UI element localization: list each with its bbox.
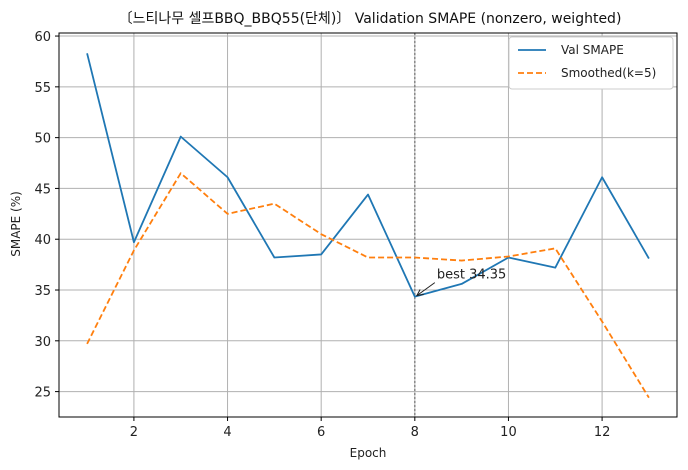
y-tick-label: 50 <box>34 132 51 147</box>
legend-label-val-smape: Val SMAPE <box>561 43 624 57</box>
y-axis-label: SMAPE (%) <box>9 191 23 257</box>
series-layer <box>86 53 650 399</box>
series-line-val-smape <box>86 53 650 298</box>
x-tick-label: 4 <box>223 425 231 440</box>
x-tick-label: 8 <box>411 425 419 440</box>
y-tick-label: 55 <box>34 81 51 96</box>
best-annotation-label: best 34.35 <box>437 268 506 283</box>
y-tick-label: 45 <box>34 182 51 197</box>
x-tick-label: 12 <box>594 425 611 440</box>
legend-box <box>508 36 674 90</box>
x-tick-label: 10 <box>500 425 517 440</box>
x-axis-label: Epoch <box>350 446 387 460</box>
series-line-smoothed <box>86 172 650 399</box>
grid-lines <box>59 33 677 417</box>
legend: Val SMAPE Smoothed(k=5) <box>508 36 674 90</box>
y-tick-label: 60 <box>34 30 51 45</box>
plot-frame <box>58 32 678 418</box>
x-tick-label: 2 <box>130 425 138 440</box>
y-tick-label: 25 <box>34 386 51 401</box>
best-annotation: best 34.35 <box>415 268 506 297</box>
x-ticks: 2 4 6 8 10 12 <box>130 417 611 440</box>
annotation-arrowhead <box>415 289 424 297</box>
y-ticks: 25 30 35 40 45 50 55 60 <box>34 30 59 401</box>
y-tick-label: 35 <box>34 284 51 299</box>
y-tick-label: 30 <box>34 335 51 350</box>
x-tick-label: 6 <box>317 425 325 440</box>
legend-label-smoothed: Smoothed(k=5) <box>561 66 656 80</box>
y-tick-label: 40 <box>34 233 51 248</box>
chart-title: 〔느티나무 셀프BBQ_BBQ55(단체)〕 Validation SMAPE … <box>119 11 622 27</box>
annotation-arrow <box>416 282 436 297</box>
